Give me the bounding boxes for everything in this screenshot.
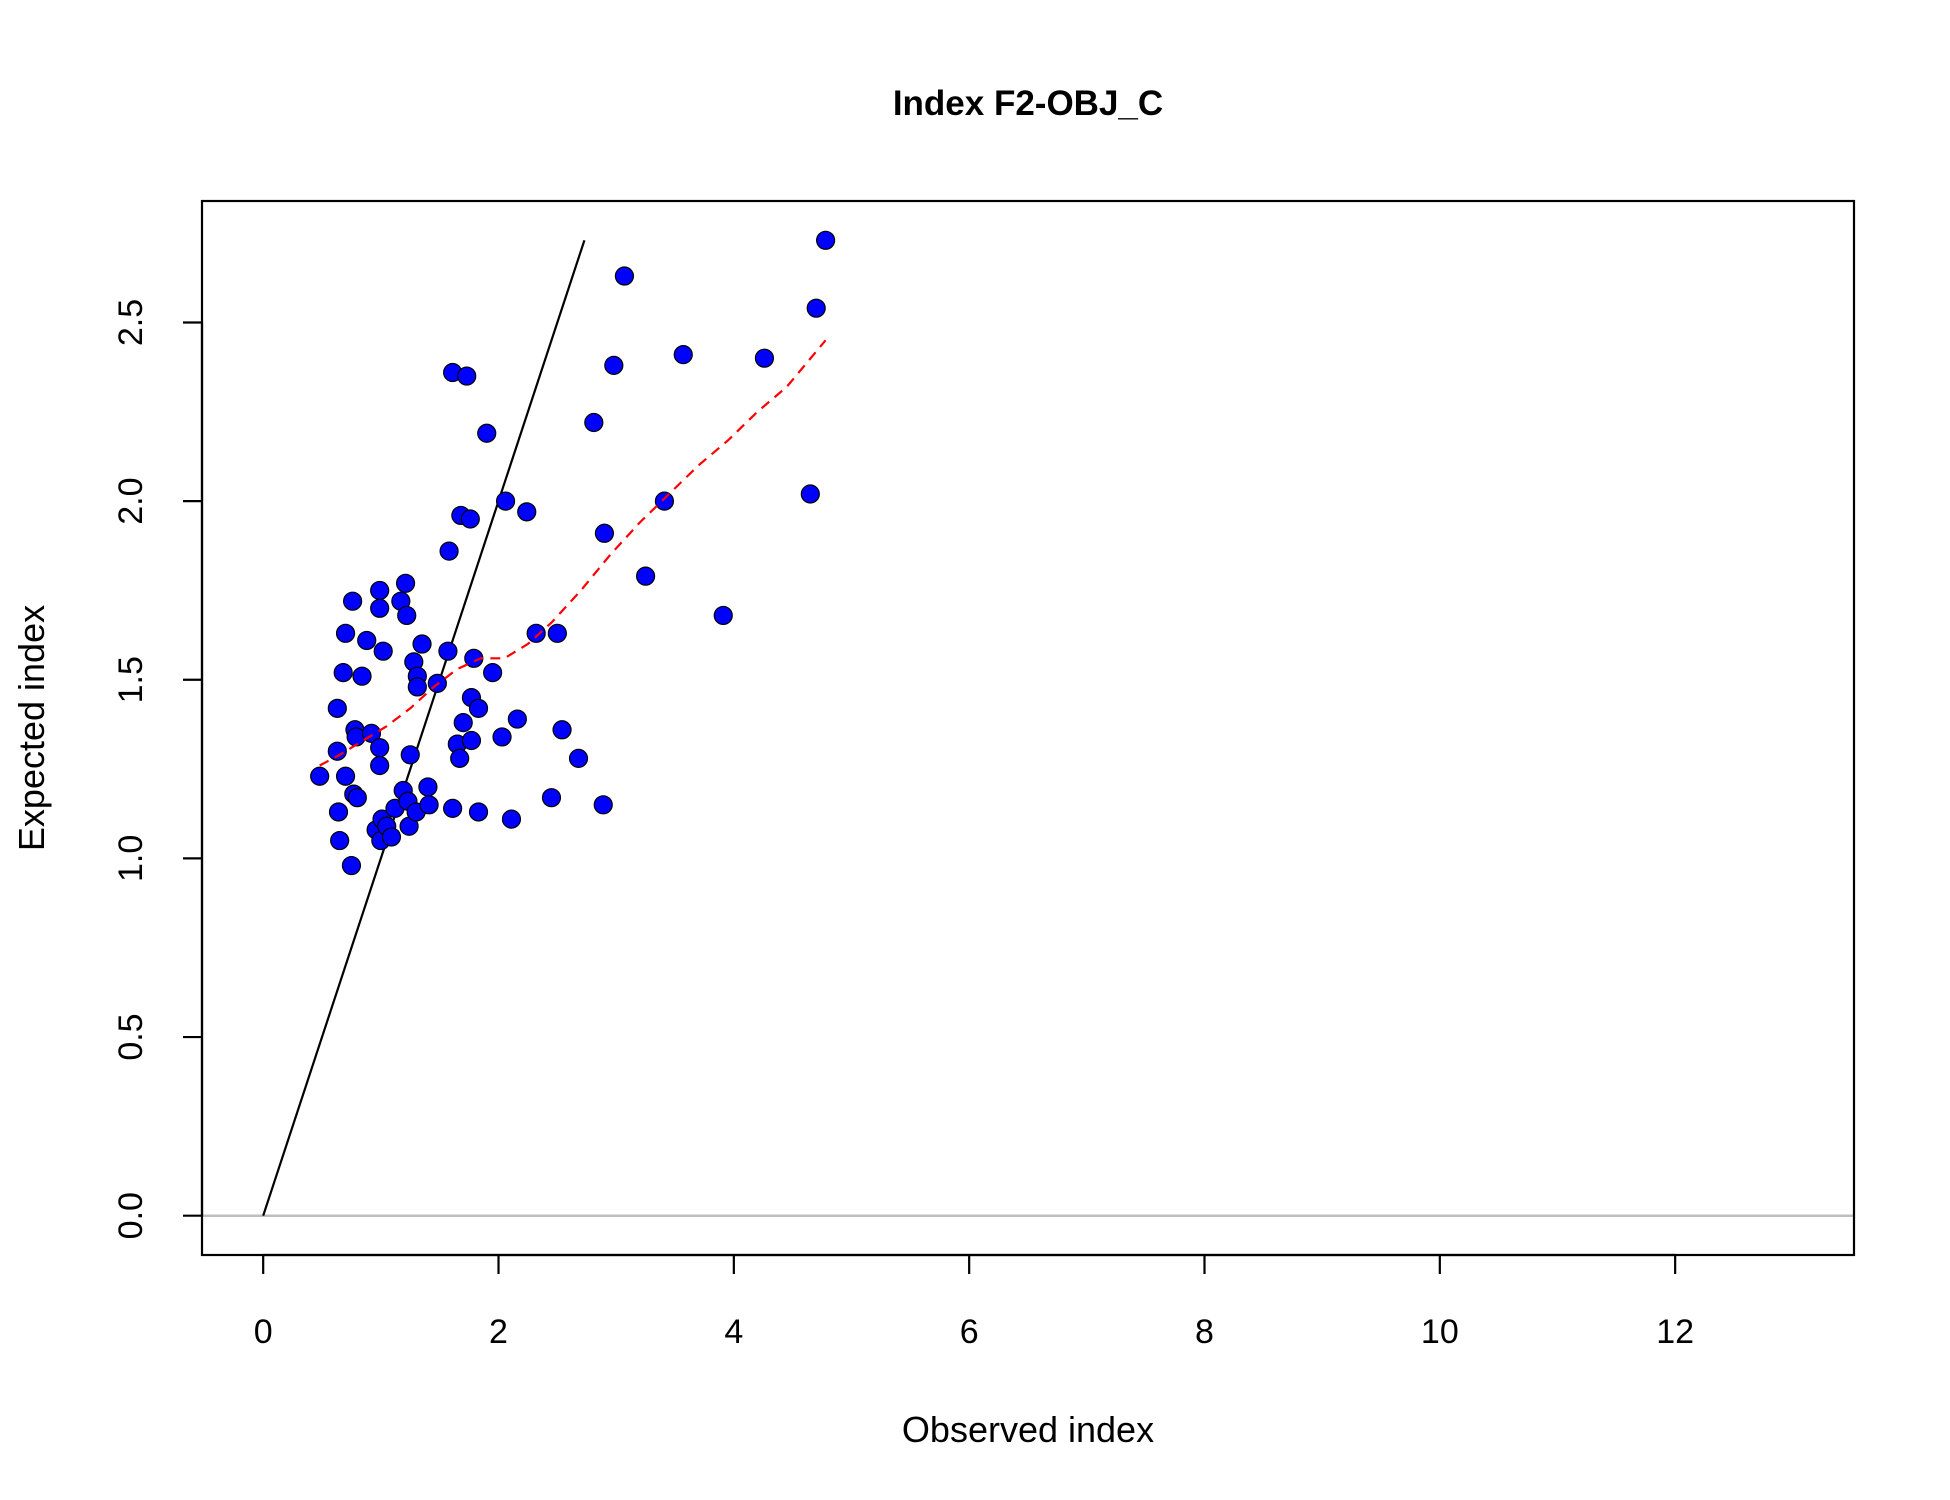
data-point xyxy=(604,355,624,375)
y-axis: 0.0 0.5 1.0 1.5 2.0 2.5 xyxy=(112,299,204,1239)
data-point xyxy=(418,777,438,797)
y-tick-label: 0.5 xyxy=(112,1013,150,1060)
data-point xyxy=(507,709,527,729)
data-point xyxy=(468,698,489,718)
data-point xyxy=(461,730,482,751)
data-point xyxy=(501,809,522,829)
data-point xyxy=(526,623,546,643)
data-point xyxy=(333,663,353,683)
data-point xyxy=(400,745,420,765)
data-point xyxy=(614,266,635,286)
data-point xyxy=(443,798,463,818)
x-tick-label: 8 xyxy=(1195,1313,1214,1351)
data-point xyxy=(352,666,372,686)
data-point xyxy=(800,484,820,504)
y-tick-label: 2.0 xyxy=(112,477,150,524)
data-point xyxy=(541,788,562,808)
data-point xyxy=(483,663,503,683)
data-point xyxy=(373,641,393,661)
data-point xyxy=(594,523,615,543)
data-point xyxy=(370,598,390,618)
data-point xyxy=(552,720,572,740)
data-point xyxy=(370,580,390,601)
data-point xyxy=(492,727,512,747)
data-point xyxy=(593,795,613,815)
identity-line xyxy=(262,239,586,1217)
x-axis-label: Observed index xyxy=(902,1409,1154,1450)
data-point xyxy=(635,566,656,586)
x-tick-label: 0 xyxy=(254,1313,273,1351)
data-point xyxy=(347,788,367,808)
data-point xyxy=(397,605,417,626)
data-point xyxy=(584,412,604,433)
data-point xyxy=(673,345,693,365)
data-point xyxy=(327,698,347,718)
data-point xyxy=(460,509,480,529)
data-point xyxy=(357,630,377,651)
x-tick-label: 2 xyxy=(489,1313,508,1351)
data-point xyxy=(477,423,497,443)
data-point xyxy=(328,802,349,822)
data-point xyxy=(335,623,356,643)
data-point xyxy=(806,298,826,318)
data-point xyxy=(457,366,477,386)
data-point xyxy=(654,491,675,511)
data-point xyxy=(453,713,473,733)
data-point xyxy=(395,573,416,593)
y-tick-label: 0.0 xyxy=(112,1192,150,1239)
x-tick-label: 4 xyxy=(724,1313,743,1351)
data-point xyxy=(419,795,439,815)
data-point xyxy=(381,827,402,847)
data-point xyxy=(816,230,836,250)
data-point xyxy=(754,348,775,368)
y-tick-label: 2.5 xyxy=(112,299,150,346)
y-axis-label: Expected index xyxy=(11,605,52,851)
data-point xyxy=(407,677,427,697)
plot-frame xyxy=(200,199,1856,1257)
data-point xyxy=(439,541,459,561)
data-point xyxy=(468,802,489,822)
data-point xyxy=(517,502,537,522)
chart-title: Index F2-OBJ_C xyxy=(893,84,1163,123)
data-point xyxy=(330,830,350,851)
data-point xyxy=(370,738,390,758)
x-tick-label: 6 xyxy=(960,1313,979,1351)
data-point xyxy=(370,755,390,776)
data-point xyxy=(335,766,356,786)
x-tick-label: 10 xyxy=(1421,1313,1459,1351)
smooth-trend-line xyxy=(319,339,827,767)
plot-area xyxy=(202,230,1854,1217)
y-tick-label: 1.0 xyxy=(112,835,150,882)
data-point xyxy=(495,491,516,511)
data-point xyxy=(412,634,432,654)
data-point xyxy=(438,641,458,661)
x-axis: 0 2 4 6 8 10 12 xyxy=(254,1253,1694,1351)
data-point xyxy=(450,748,470,768)
data-point xyxy=(343,591,363,611)
y-tick-label: 1.5 xyxy=(112,656,150,703)
data-point xyxy=(547,623,567,643)
data-point xyxy=(310,766,330,786)
data-point xyxy=(713,605,733,626)
data-point xyxy=(341,855,362,876)
data-point xyxy=(327,741,347,761)
x-tick-label: 12 xyxy=(1656,1313,1694,1351)
data-point xyxy=(568,748,589,768)
